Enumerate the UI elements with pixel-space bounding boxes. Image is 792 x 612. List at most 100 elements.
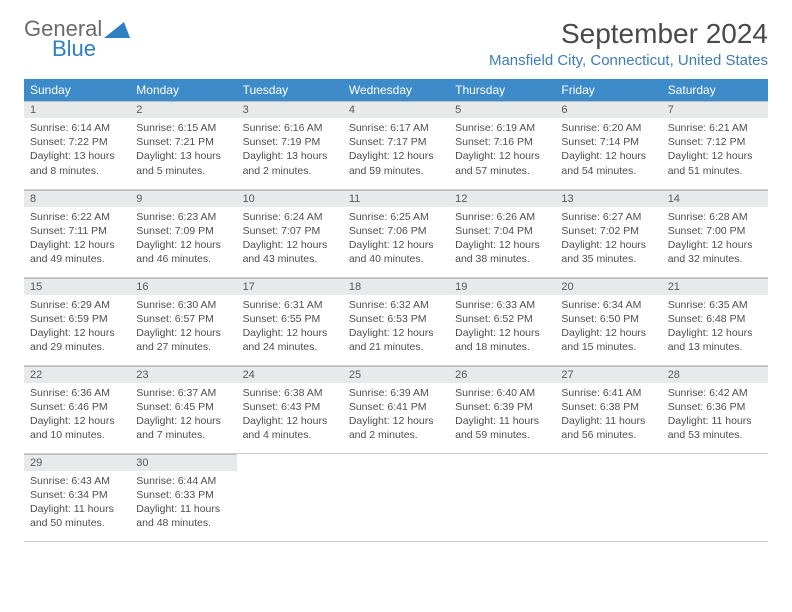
- daylight-line: Daylight: 12 hours and 49 minutes.: [30, 238, 124, 266]
- calendar-day-cell: 12Sunrise: 6:26 AMSunset: 7:04 PMDayligh…: [449, 189, 555, 277]
- day-number: 10: [237, 190, 343, 207]
- calendar-day-cell: [343, 453, 449, 541]
- calendar-day-cell: 6Sunrise: 6:20 AMSunset: 7:14 PMDaylight…: [555, 101, 661, 189]
- day-body: Sunrise: 6:30 AMSunset: 6:57 PMDaylight:…: [130, 295, 236, 361]
- calendar-day-cell: 5Sunrise: 6:19 AMSunset: 7:16 PMDaylight…: [449, 101, 555, 189]
- calendar-day-cell: 22Sunrise: 6:36 AMSunset: 6:46 PMDayligh…: [24, 365, 130, 453]
- day-number: 15: [24, 278, 130, 295]
- day-number: 7: [662, 101, 768, 118]
- daylight-line: Daylight: 12 hours and 29 minutes.: [30, 326, 124, 354]
- day-number: 27: [555, 366, 661, 383]
- sunset-line: Sunset: 6:34 PM: [30, 488, 124, 502]
- sunrise-line: Sunrise: 6:16 AM: [243, 121, 337, 135]
- sunset-line: Sunset: 6:45 PM: [136, 400, 230, 414]
- calendar-day-cell: 30Sunrise: 6:44 AMSunset: 6:33 PMDayligh…: [130, 453, 236, 541]
- sunset-line: Sunset: 7:09 PM: [136, 224, 230, 238]
- sunrise-line: Sunrise: 6:41 AM: [561, 386, 655, 400]
- daylight-line: Daylight: 11 hours and 53 minutes.: [668, 414, 762, 442]
- daylight-line: Daylight: 12 hours and 57 minutes.: [455, 149, 549, 177]
- calendar-week-row: 22Sunrise: 6:36 AMSunset: 6:46 PMDayligh…: [24, 365, 768, 453]
- daylight-line: Daylight: 12 hours and 35 minutes.: [561, 238, 655, 266]
- calendar-day-cell: 14Sunrise: 6:28 AMSunset: 7:00 PMDayligh…: [662, 189, 768, 277]
- sunset-line: Sunset: 6:48 PM: [668, 312, 762, 326]
- day-number: 8: [24, 190, 130, 207]
- sunset-line: Sunset: 7:21 PM: [136, 135, 230, 149]
- calendar-week-row: 15Sunrise: 6:29 AMSunset: 6:59 PMDayligh…: [24, 277, 768, 365]
- sunset-line: Sunset: 6:41 PM: [349, 400, 443, 414]
- triangle-icon: [104, 20, 130, 43]
- sunrise-line: Sunrise: 6:14 AM: [30, 121, 124, 135]
- calendar-day-cell: 28Sunrise: 6:42 AMSunset: 6:36 PMDayligh…: [662, 365, 768, 453]
- day-number: 11: [343, 190, 449, 207]
- daylight-line: Daylight: 12 hours and 13 minutes.: [668, 326, 762, 354]
- sunrise-line: Sunrise: 6:39 AM: [349, 386, 443, 400]
- day-number: 22: [24, 366, 130, 383]
- day-body: Sunrise: 6:17 AMSunset: 7:17 PMDaylight:…: [343, 118, 449, 184]
- daylight-line: Daylight: 12 hours and 7 minutes.: [136, 414, 230, 442]
- sunset-line: Sunset: 6:46 PM: [30, 400, 124, 414]
- daylight-line: Daylight: 12 hours and 54 minutes.: [561, 149, 655, 177]
- logo-word-blue: Blue: [52, 38, 102, 60]
- weekday-header: Saturday: [662, 79, 768, 101]
- daylight-line: Daylight: 12 hours and 10 minutes.: [30, 414, 124, 442]
- day-body: Sunrise: 6:25 AMSunset: 7:06 PMDaylight:…: [343, 207, 449, 273]
- day-body: Sunrise: 6:44 AMSunset: 6:33 PMDaylight:…: [130, 471, 236, 537]
- day-number: 3: [237, 101, 343, 118]
- day-number: 2: [130, 101, 236, 118]
- sunset-line: Sunset: 7:22 PM: [30, 135, 124, 149]
- logo: General Blue: [24, 18, 130, 60]
- day-body: Sunrise: 6:43 AMSunset: 6:34 PMDaylight:…: [24, 471, 130, 537]
- daylight-line: Daylight: 12 hours and 46 minutes.: [136, 238, 230, 266]
- sunrise-line: Sunrise: 6:43 AM: [30, 474, 124, 488]
- calendar-day-cell: 19Sunrise: 6:33 AMSunset: 6:52 PMDayligh…: [449, 277, 555, 365]
- sunset-line: Sunset: 7:11 PM: [30, 224, 124, 238]
- title-block: September 2024 Mansfield City, Connectic…: [489, 18, 768, 69]
- day-body: Sunrise: 6:24 AMSunset: 7:07 PMDaylight:…: [237, 207, 343, 273]
- day-body: Sunrise: 6:35 AMSunset: 6:48 PMDaylight:…: [662, 295, 768, 361]
- sunset-line: Sunset: 7:14 PM: [561, 135, 655, 149]
- day-number: 12: [449, 190, 555, 207]
- sunset-line: Sunset: 6:55 PM: [243, 312, 337, 326]
- sunrise-line: Sunrise: 6:38 AM: [243, 386, 337, 400]
- daylight-line: Daylight: 12 hours and 4 minutes.: [243, 414, 337, 442]
- calendar-day-cell: 15Sunrise: 6:29 AMSunset: 6:59 PMDayligh…: [24, 277, 130, 365]
- sunset-line: Sunset: 6:57 PM: [136, 312, 230, 326]
- day-body: Sunrise: 6:14 AMSunset: 7:22 PMDaylight:…: [24, 118, 130, 184]
- day-number: 4: [343, 101, 449, 118]
- calendar-day-cell: 27Sunrise: 6:41 AMSunset: 6:38 PMDayligh…: [555, 365, 661, 453]
- sunset-line: Sunset: 6:52 PM: [455, 312, 549, 326]
- day-body: Sunrise: 6:39 AMSunset: 6:41 PMDaylight:…: [343, 383, 449, 449]
- day-body: Sunrise: 6:36 AMSunset: 6:46 PMDaylight:…: [24, 383, 130, 449]
- day-body: Sunrise: 6:34 AMSunset: 6:50 PMDaylight:…: [555, 295, 661, 361]
- day-body: Sunrise: 6:21 AMSunset: 7:12 PMDaylight:…: [662, 118, 768, 184]
- sunrise-line: Sunrise: 6:27 AM: [561, 210, 655, 224]
- month-title: September 2024: [489, 18, 768, 50]
- daylight-line: Daylight: 12 hours and 51 minutes.: [668, 149, 762, 177]
- daylight-line: Daylight: 11 hours and 50 minutes.: [30, 502, 124, 530]
- calendar-day-cell: 1Sunrise: 6:14 AMSunset: 7:22 PMDaylight…: [24, 101, 130, 189]
- sunrise-line: Sunrise: 6:15 AM: [136, 121, 230, 135]
- calendar-table: SundayMondayTuesdayWednesdayThursdayFrid…: [24, 79, 768, 542]
- day-number: 25: [343, 366, 449, 383]
- calendar-day-cell: 9Sunrise: 6:23 AMSunset: 7:09 PMDaylight…: [130, 189, 236, 277]
- daylight-line: Daylight: 11 hours and 48 minutes.: [136, 502, 230, 530]
- calendar-day-cell: [449, 453, 555, 541]
- day-body: Sunrise: 6:32 AMSunset: 6:53 PMDaylight:…: [343, 295, 449, 361]
- day-body: Sunrise: 6:40 AMSunset: 6:39 PMDaylight:…: [449, 383, 555, 449]
- daylight-line: Daylight: 12 hours and 43 minutes.: [243, 238, 337, 266]
- sunrise-line: Sunrise: 6:25 AM: [349, 210, 443, 224]
- day-number: 6: [555, 101, 661, 118]
- day-body: Sunrise: 6:22 AMSunset: 7:11 PMDaylight:…: [24, 207, 130, 273]
- sunset-line: Sunset: 7:06 PM: [349, 224, 443, 238]
- calendar-week-row: 8Sunrise: 6:22 AMSunset: 7:11 PMDaylight…: [24, 189, 768, 277]
- day-number: 17: [237, 278, 343, 295]
- sunrise-line: Sunrise: 6:26 AM: [455, 210, 549, 224]
- sunrise-line: Sunrise: 6:32 AM: [349, 298, 443, 312]
- day-body: Sunrise: 6:29 AMSunset: 6:59 PMDaylight:…: [24, 295, 130, 361]
- day-number: 16: [130, 278, 236, 295]
- location: Mansfield City, Connecticut, United Stat…: [489, 52, 768, 69]
- day-number: 28: [662, 366, 768, 383]
- calendar-day-cell: 26Sunrise: 6:40 AMSunset: 6:39 PMDayligh…: [449, 365, 555, 453]
- calendar-day-cell: 18Sunrise: 6:32 AMSunset: 6:53 PMDayligh…: [343, 277, 449, 365]
- calendar-day-cell: 4Sunrise: 6:17 AMSunset: 7:17 PMDaylight…: [343, 101, 449, 189]
